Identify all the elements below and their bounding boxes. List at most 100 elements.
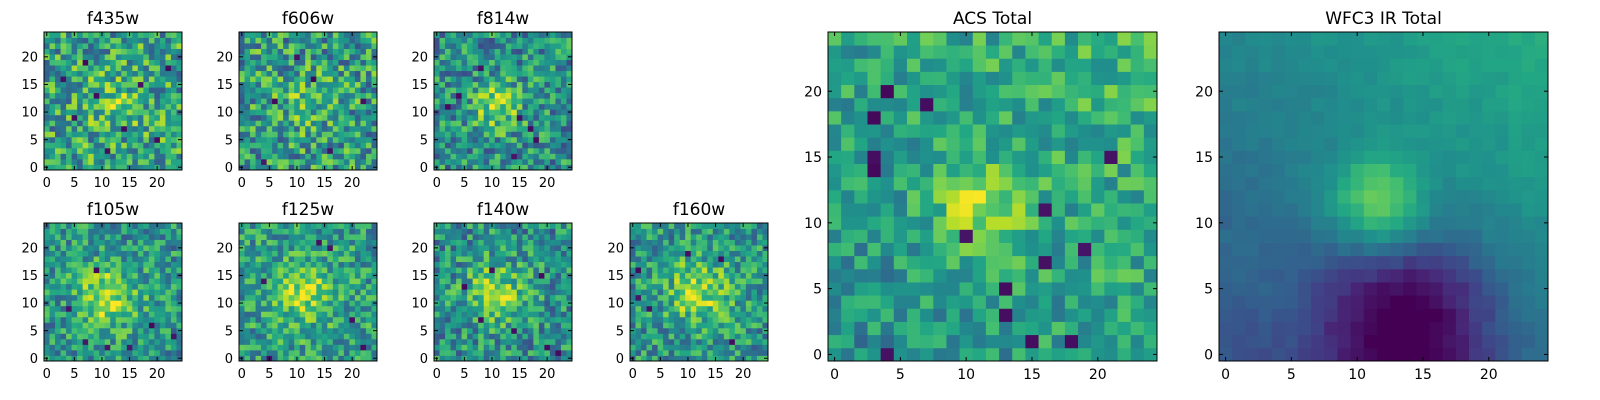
heatmap-cell xyxy=(49,81,56,88)
heatmap-cell xyxy=(261,59,267,66)
heatmap-cell xyxy=(71,228,78,235)
heatmap-cell xyxy=(745,289,752,296)
heatmap-cell xyxy=(88,234,95,240)
heatmap-cell xyxy=(154,142,161,149)
heatmap-cell xyxy=(349,305,356,312)
heatmap-cell xyxy=(60,322,67,329)
heatmap-cell xyxy=(143,300,150,307)
heatmap-cell xyxy=(999,282,1013,296)
heatmap-cell xyxy=(277,322,284,329)
heatmap-cell xyxy=(483,245,490,251)
heatmap-cell xyxy=(893,203,908,217)
heatmap-cell xyxy=(712,272,719,279)
heatmap-cell xyxy=(255,250,262,257)
heatmap-cell xyxy=(522,239,529,246)
heatmap-cell xyxy=(176,87,183,94)
heatmap-cell xyxy=(489,54,496,60)
heatmap-cell xyxy=(294,81,301,88)
heatmap-cell xyxy=(516,278,523,285)
heatmap-cell xyxy=(283,344,290,351)
heatmap-cell xyxy=(343,239,350,246)
heatmap-cell xyxy=(327,322,334,329)
heatmap-cell xyxy=(44,65,50,72)
heatmap-cell xyxy=(272,48,279,55)
heatmap-cell xyxy=(445,54,451,60)
heatmap-cell xyxy=(646,250,653,257)
heatmap-cell xyxy=(555,76,562,83)
heatmap-cell xyxy=(365,272,372,279)
heatmap-cell xyxy=(93,294,100,301)
heatmap-cell xyxy=(549,272,556,279)
heatmap-cell xyxy=(494,76,501,83)
heatmap-cell xyxy=(137,76,144,83)
heatmap-cell xyxy=(121,294,128,301)
heatmap-cell xyxy=(137,256,144,263)
heatmap-cell xyxy=(906,216,921,230)
heatmap-cell xyxy=(170,338,177,345)
heatmap-cell xyxy=(316,147,323,154)
heatmap-cell xyxy=(99,43,106,49)
heatmap-cell xyxy=(121,131,128,138)
heatmap-cell xyxy=(450,109,457,116)
heatmap-cell xyxy=(674,344,681,351)
heatmap-cell xyxy=(104,289,111,296)
heatmap-cell xyxy=(148,114,155,121)
heatmap-cell xyxy=(49,294,56,301)
heatmap-cell xyxy=(674,223,681,229)
heatmap-cell xyxy=(365,283,372,290)
heatmap-cell xyxy=(555,131,562,138)
heatmap-cell xyxy=(538,338,545,345)
heatmap-cell xyxy=(854,255,868,270)
heatmap-cell xyxy=(299,153,306,160)
heatmap-cell xyxy=(321,87,328,94)
heatmap-cell xyxy=(332,59,339,66)
heatmap-cell xyxy=(439,272,446,279)
heatmap-cell xyxy=(244,114,251,121)
heatmap-cell xyxy=(893,347,908,362)
heatmap-cell xyxy=(1012,176,1026,191)
heatmap-cell xyxy=(239,349,245,356)
heatmap-cell xyxy=(338,54,345,60)
heatmap-cell xyxy=(635,300,642,307)
heatmap-cell xyxy=(478,333,485,340)
heatmap-cell xyxy=(327,311,334,318)
heatmap-cell xyxy=(255,164,262,171)
heatmap-cell xyxy=(734,267,741,274)
heatmap-cell xyxy=(756,289,763,296)
heatmap-cell xyxy=(933,189,947,204)
heatmap-cell xyxy=(500,48,507,55)
heatmap-cell xyxy=(338,333,345,340)
heatmap-cell xyxy=(349,103,356,110)
heatmap-cell xyxy=(99,245,106,251)
heatmap-cell xyxy=(60,43,67,49)
heatmap-cell xyxy=(522,322,529,329)
heatmap-cell xyxy=(483,43,490,49)
heatmap-cell xyxy=(49,43,56,49)
heatmap-cell xyxy=(77,76,84,83)
heatmap-cell xyxy=(250,322,256,329)
heatmap-cell xyxy=(332,103,339,110)
heatmap-cell xyxy=(310,267,317,274)
heatmap-cell xyxy=(985,295,1000,309)
heatmap-cell xyxy=(668,223,675,229)
heatmap-cell xyxy=(500,239,507,246)
heatmap-cell xyxy=(472,283,479,290)
heatmap-cell xyxy=(511,153,518,160)
heatmap-cell xyxy=(115,250,122,257)
heatmap-cell xyxy=(516,37,523,44)
heatmap-cell xyxy=(71,261,78,268)
heatmap-cell xyxy=(365,228,372,235)
heatmap-cell xyxy=(261,98,267,105)
heatmap-cell xyxy=(93,131,100,138)
heatmap-cell xyxy=(55,136,61,143)
heatmap-cell xyxy=(527,223,534,229)
heatmap-cell xyxy=(434,158,440,165)
heatmap-cell xyxy=(1143,295,1158,309)
heatmap-cell xyxy=(663,305,670,312)
heatmap-cell xyxy=(88,59,95,66)
heatmap-cell xyxy=(893,229,908,243)
heatmap-cell xyxy=(332,164,339,171)
heatmap-cell xyxy=(549,289,556,296)
heatmap-cell xyxy=(646,327,653,334)
heatmap-cell xyxy=(527,142,534,149)
